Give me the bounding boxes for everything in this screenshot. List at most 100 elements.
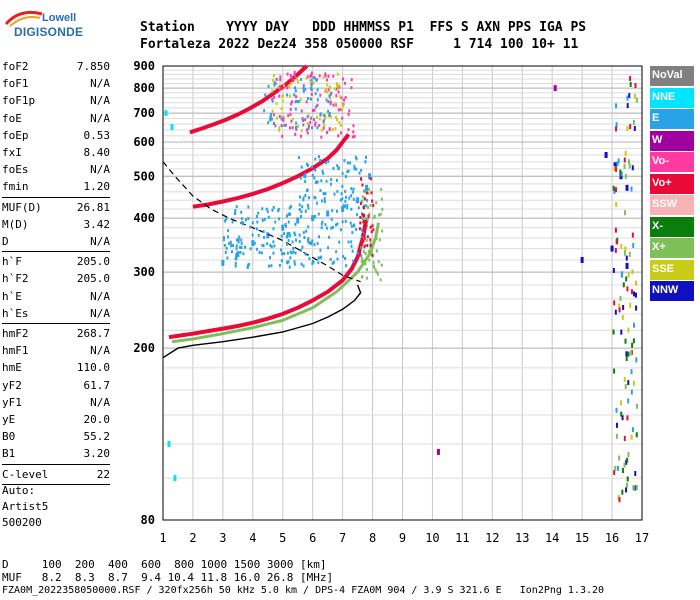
echo-dot [267, 121, 270, 125]
echo-dot [364, 155, 367, 159]
echo-dot [281, 94, 284, 98]
echo-dot [307, 114, 310, 118]
echo-dot [356, 213, 359, 217]
echo-dot [631, 232, 634, 238]
echo-point [167, 440, 171, 447]
echo-dot [292, 117, 295, 121]
echo-dot [295, 238, 298, 242]
echo-dot [633, 291, 636, 297]
legend-item: X+ [650, 238, 694, 258]
echo-dot [288, 231, 291, 235]
echo-dot [271, 208, 274, 212]
echo-dot [332, 260, 335, 264]
echo-dot [235, 205, 238, 209]
trace-voplus [192, 133, 351, 209]
echo-dot [295, 121, 298, 125]
echo-dot [632, 380, 635, 386]
echo-dot [295, 95, 298, 99]
echo-dot [352, 259, 355, 263]
echo-point [221, 259, 225, 266]
echo-dot [317, 261, 320, 265]
echo-dot [341, 184, 344, 188]
echo-dot [310, 97, 313, 101]
echo-dot [307, 238, 310, 242]
echo-dot [359, 221, 362, 225]
echo-dot [628, 93, 631, 99]
echo-dot [374, 268, 377, 272]
echo-dot [365, 198, 368, 202]
x-tick-label: 3 [219, 531, 226, 545]
echo-dot [627, 272, 630, 278]
echo-dot [230, 244, 233, 248]
echo-dot [242, 252, 245, 256]
echo-dot [623, 250, 626, 256]
echo-dot [271, 89, 274, 93]
echo-dot [300, 210, 303, 214]
echo-dot [267, 84, 270, 88]
echo-dot [226, 256, 229, 260]
echo-dot [370, 230, 373, 234]
echo-dot [282, 118, 285, 122]
echo-dot [272, 113, 275, 117]
echo-dot [356, 251, 359, 255]
echo-dot [313, 108, 316, 112]
echo-dot [227, 235, 230, 239]
echo-dot [626, 286, 629, 292]
echo-dot [625, 255, 628, 261]
param-label: foF1 [2, 77, 29, 91]
echo-dot [337, 84, 340, 88]
echo-dot [289, 212, 292, 216]
echo-dot [261, 218, 264, 222]
echo-dot [275, 102, 278, 106]
echo-dot [301, 116, 304, 120]
echo-dot [246, 265, 249, 269]
echo-dot [277, 209, 280, 213]
echo-dot [627, 327, 630, 333]
echo-dot [323, 123, 326, 127]
echo-point [266, 232, 270, 239]
profile-curve [162, 284, 362, 359]
param-label: h`F [2, 255, 22, 269]
echo-dot [621, 415, 624, 421]
echo-dot [303, 174, 306, 178]
echo-dot [311, 262, 314, 266]
echo-dot [287, 260, 290, 264]
echo-dot [343, 204, 346, 208]
bottom-muf-row: MUF 8.2 8.3 8.7 9.4 10.4 11.8 16.0 26.8 … [2, 571, 334, 584]
echo-dot [373, 214, 376, 218]
echo-point [326, 210, 330, 217]
echo-dot [635, 280, 638, 286]
echo-dot [306, 121, 309, 125]
echo-dot [300, 165, 303, 169]
param-value: N/A [90, 344, 110, 358]
param-label: B1 [2, 447, 16, 461]
echo-dot [266, 242, 269, 246]
param-separator [2, 196, 110, 198]
echo-dot [309, 120, 312, 124]
echo-dot [335, 87, 338, 91]
echo-dot [313, 117, 316, 121]
echo-dot [358, 227, 361, 231]
param-row: B1 3.20 [2, 447, 110, 463]
echo-dot [332, 74, 335, 78]
echo-dot [311, 173, 314, 177]
legend-item: Vo- [650, 152, 694, 172]
y-tick-label: 500 [133, 169, 155, 183]
echo-dot [280, 248, 283, 252]
echo-dot [612, 329, 615, 335]
echo-dot [367, 250, 370, 254]
echo-point [553, 85, 557, 92]
echo-dot [363, 189, 366, 193]
logo-line2: DIGISONDE [14, 25, 84, 39]
echo-dot [342, 204, 345, 208]
param-separator [2, 251, 110, 253]
echo-dot [300, 109, 303, 113]
echo-dot [347, 112, 350, 116]
echo-dot [249, 247, 252, 251]
echo-dot [375, 201, 378, 205]
echo-dot [621, 467, 624, 473]
echo-dot [314, 215, 317, 219]
echo-dot [363, 244, 366, 248]
y-tick-label: 800 [133, 81, 155, 95]
echo-dot [323, 200, 326, 204]
